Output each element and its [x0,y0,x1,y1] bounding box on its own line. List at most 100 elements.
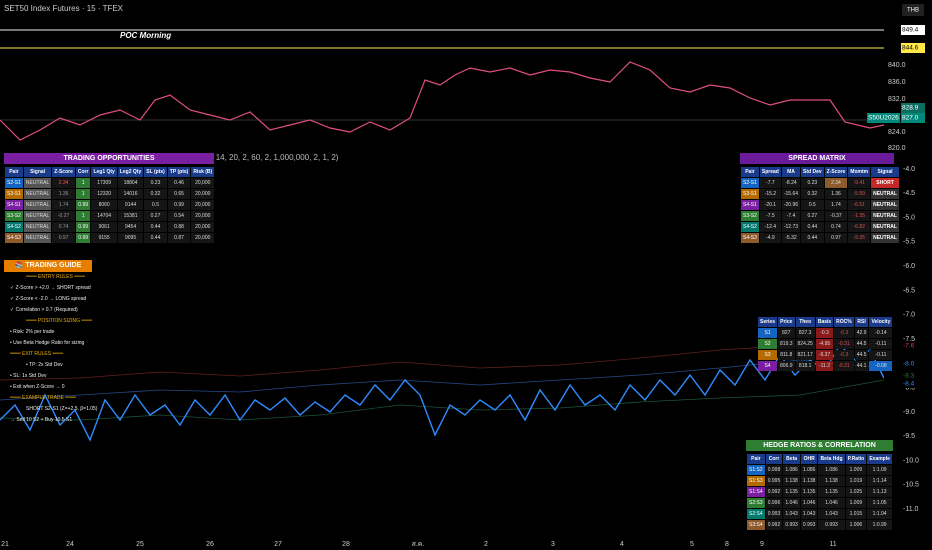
row: S2 819.3 824.25 -4.95 -0.31 44.5 -0.11 [758,339,893,349]
table-title: SPREAD MATRIX [740,153,894,164]
cell: S1:S3 [747,476,765,486]
currency: THB [907,8,919,14]
header-row: Pair Corr Beta OHR Beta Hdg P.Ratio Example [747,454,892,464]
cell: 0.54 [167,211,191,221]
cell: 1.019 [845,476,867,486]
cell: 0.46 [167,178,191,188]
signal-line [0,359,885,401]
header-cell: Example [867,454,892,464]
price-line [0,61,885,141]
osc-tick-label: -8.5 [903,385,915,392]
osc-tick-label: -4.5 [903,190,915,197]
band-line [0,344,884,381]
cell: NEUTRAL [871,233,899,243]
osc-badge [900,380,922,388]
cell: 1:1.13 [867,487,892,497]
cell: -12.4 [759,222,781,232]
row: S4-S2 NEUTRAL 0.74 0.99 9061 9454 0.44 0.88 20,0… [5,222,215,232]
osc-tick-label: -5.5 [903,239,915,246]
cell: S1 [758,328,778,338]
cell: S4-S1 [741,200,759,210]
header-cell: Basis [815,317,834,327]
time-tick-label: 9 [760,541,764,548]
osc-tick-label: -7.0 [903,312,915,319]
header-cell: Theo [795,317,815,327]
header-cell: Series [758,317,778,327]
cell: NEUTRAL [23,189,52,199]
cell: 0.993 [800,520,818,530]
table-title: HEDGE RATIOS & CORRELATION [746,440,893,451]
cell: 0.99 [75,222,91,232]
osc-tick-label: -10.0 [903,457,919,464]
guide-line: ═══ ENTRY RULES ═══ [26,274,85,280]
cell: -0.11 [869,339,893,349]
cell: -7.4 [781,211,801,221]
cell: -11.2 [815,361,834,371]
cell: S3-S1 [741,189,759,199]
guide-line: • Risk: 2% per trade [10,329,55,335]
cell: S4-S2 [741,222,759,232]
row: S4-S3 NEUTRAL 0.97 0.99 9155 9095 0.44 0.87 20,0… [5,233,215,243]
cell: 1.006 [845,520,867,530]
cell: 0.99 [75,200,91,210]
cell: 0.992 [765,487,783,497]
cell: 1.36 [52,189,75,199]
cell: 1.086 [783,465,800,475]
price-tick-label: 820.0 [888,145,906,152]
cell: 9144 [117,200,144,210]
header-cell: SL (pts) [144,167,167,177]
header-cell: Signal [23,167,52,177]
cell: S2 [758,339,778,349]
cell: 9155 [91,233,117,243]
price-tick-label: 832.0 [888,96,906,103]
guide-line: ✓ Z-Score > +2.0 → SHORT spread [10,285,91,291]
header-cell: P.Ratio [845,454,867,464]
osc-badge [900,342,922,350]
header-cell: OHR [800,454,818,464]
cell: 1.025 [845,487,867,497]
cell: 44.5 [854,350,869,360]
osc-tick-label: -6.5 [903,287,915,294]
cell: 0.23 [144,178,167,188]
cell: 824.25 [795,339,815,349]
cell: S3 [758,350,778,360]
cell: -6.51 [848,200,871,210]
price-badge [901,43,925,53]
cell: 1.74 [52,200,75,210]
cell: -0.27 [52,211,75,221]
header-cell: Corr [75,167,91,177]
row: S3-S1 -15.2 -15.64 0.32 1.36 -5.59 NEUTRAL [741,189,899,199]
cell: NEUTRAL [871,189,899,199]
cell: S4 [758,361,778,371]
header-cell: Leg2 Qty [117,167,144,177]
osc-badge-label: -7.6 [903,343,915,350]
table: Pair Signal Z-Score Corr Leg1 Qty Leg2 Qty SL … [4,166,215,244]
osc-tick-label: -4.0 [903,166,915,173]
osc-badge-label: -8.4 [903,381,915,388]
cell: S4-S1 [5,200,23,210]
osc-tick-label: -9.0 [903,409,915,416]
cell: S3-S2 [741,211,759,221]
cell: 0.992 [765,520,783,530]
time-tick-label: 24 [66,541,74,548]
cell: 818.1 [795,361,815,371]
row: S4-S1 -20.1 -20.96 0.5 1.74 -6.51 NEUTRAL [741,200,899,210]
cell: 0.5 [144,200,167,210]
cell: 1:1.04 [867,509,892,519]
cell: 0.23 [801,178,824,188]
cell: 0.74 [824,222,848,232]
osc-tick-label: -10.5 [903,482,919,489]
price-badge-label: S50U2026 [868,115,899,122]
cell: 0.97 [824,233,848,243]
guide-title: 📚 TRADING GUIDE [4,260,92,272]
cell: 12320 [91,189,117,199]
cell: 0.993 [818,520,845,530]
header-cell: Corr [765,454,783,464]
time-tick-label: 21 [1,541,9,548]
cell: 0.27 [801,211,824,221]
osc-tick-label: -5.0 [903,214,915,221]
cell: 0.44 [144,233,167,243]
cell: 15381 [117,211,144,221]
cell: 9095 [117,233,144,243]
header-cell: MA [781,167,801,177]
